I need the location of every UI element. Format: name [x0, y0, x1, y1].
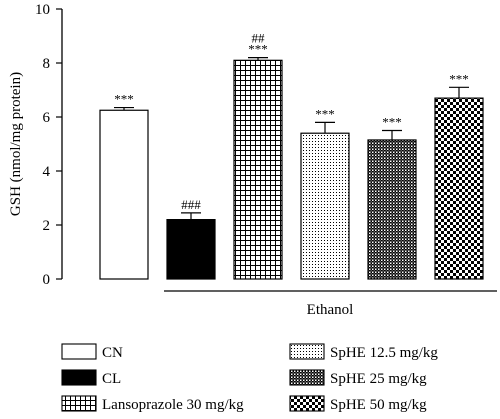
- legend-label: Lansoprazole 30 mg/kg: [102, 397, 244, 413]
- significance-label: ***: [248, 42, 268, 57]
- y-axis-title: GSH (nmol/mg protein): [8, 72, 24, 216]
- significance-label: ***: [382, 115, 402, 130]
- y-tick-label: 2: [43, 218, 51, 234]
- ethanol-label: Ethanol: [307, 302, 354, 318]
- bar: [99, 109, 149, 280]
- bars: ***###***##*********Ethanol: [99, 31, 497, 318]
- significance-label: ***: [449, 71, 469, 86]
- bar: [434, 97, 484, 280]
- legend: CN CL Lansoprazole 30 mg/kg SpHE 12.5 mg/kg…: [61, 343, 438, 413]
- legend-swatch: [289, 369, 325, 386]
- y-tick-label: 4: [43, 164, 51, 180]
- significance-label: ***: [114, 92, 134, 107]
- bar: [166, 219, 216, 280]
- legend-label: CL: [102, 371, 121, 387]
- bar: [367, 139, 417, 280]
- legend-label: CN: [102, 345, 123, 361]
- y-tick-label: 8: [43, 56, 51, 72]
- legend-label: SpHE 12.5 mg/kg: [330, 345, 438, 361]
- significance-label: ##: [252, 31, 266, 46]
- significance-label: ###: [181, 197, 201, 212]
- legend-label: SpHE 25 mg/kg: [330, 371, 427, 387]
- legend-swatch: [61, 343, 97, 360]
- y-tick-label: 10: [35, 2, 50, 18]
- significance-label: ***: [315, 106, 335, 121]
- legend-swatch: [61, 369, 97, 386]
- axes: 0 2 4 6 8 10 GSH (nmol/mg protein): [8, 2, 63, 288]
- y-tick-label: 6: [43, 110, 51, 126]
- y-tick-label: 0: [43, 272, 51, 288]
- bar: [300, 132, 350, 280]
- legend-label: SpHE 50 mg/kg: [330, 397, 427, 413]
- legend-swatch: [289, 343, 325, 360]
- legend-swatch: [289, 395, 325, 412]
- legend-swatch: [61, 395, 97, 412]
- bar: [233, 59, 283, 280]
